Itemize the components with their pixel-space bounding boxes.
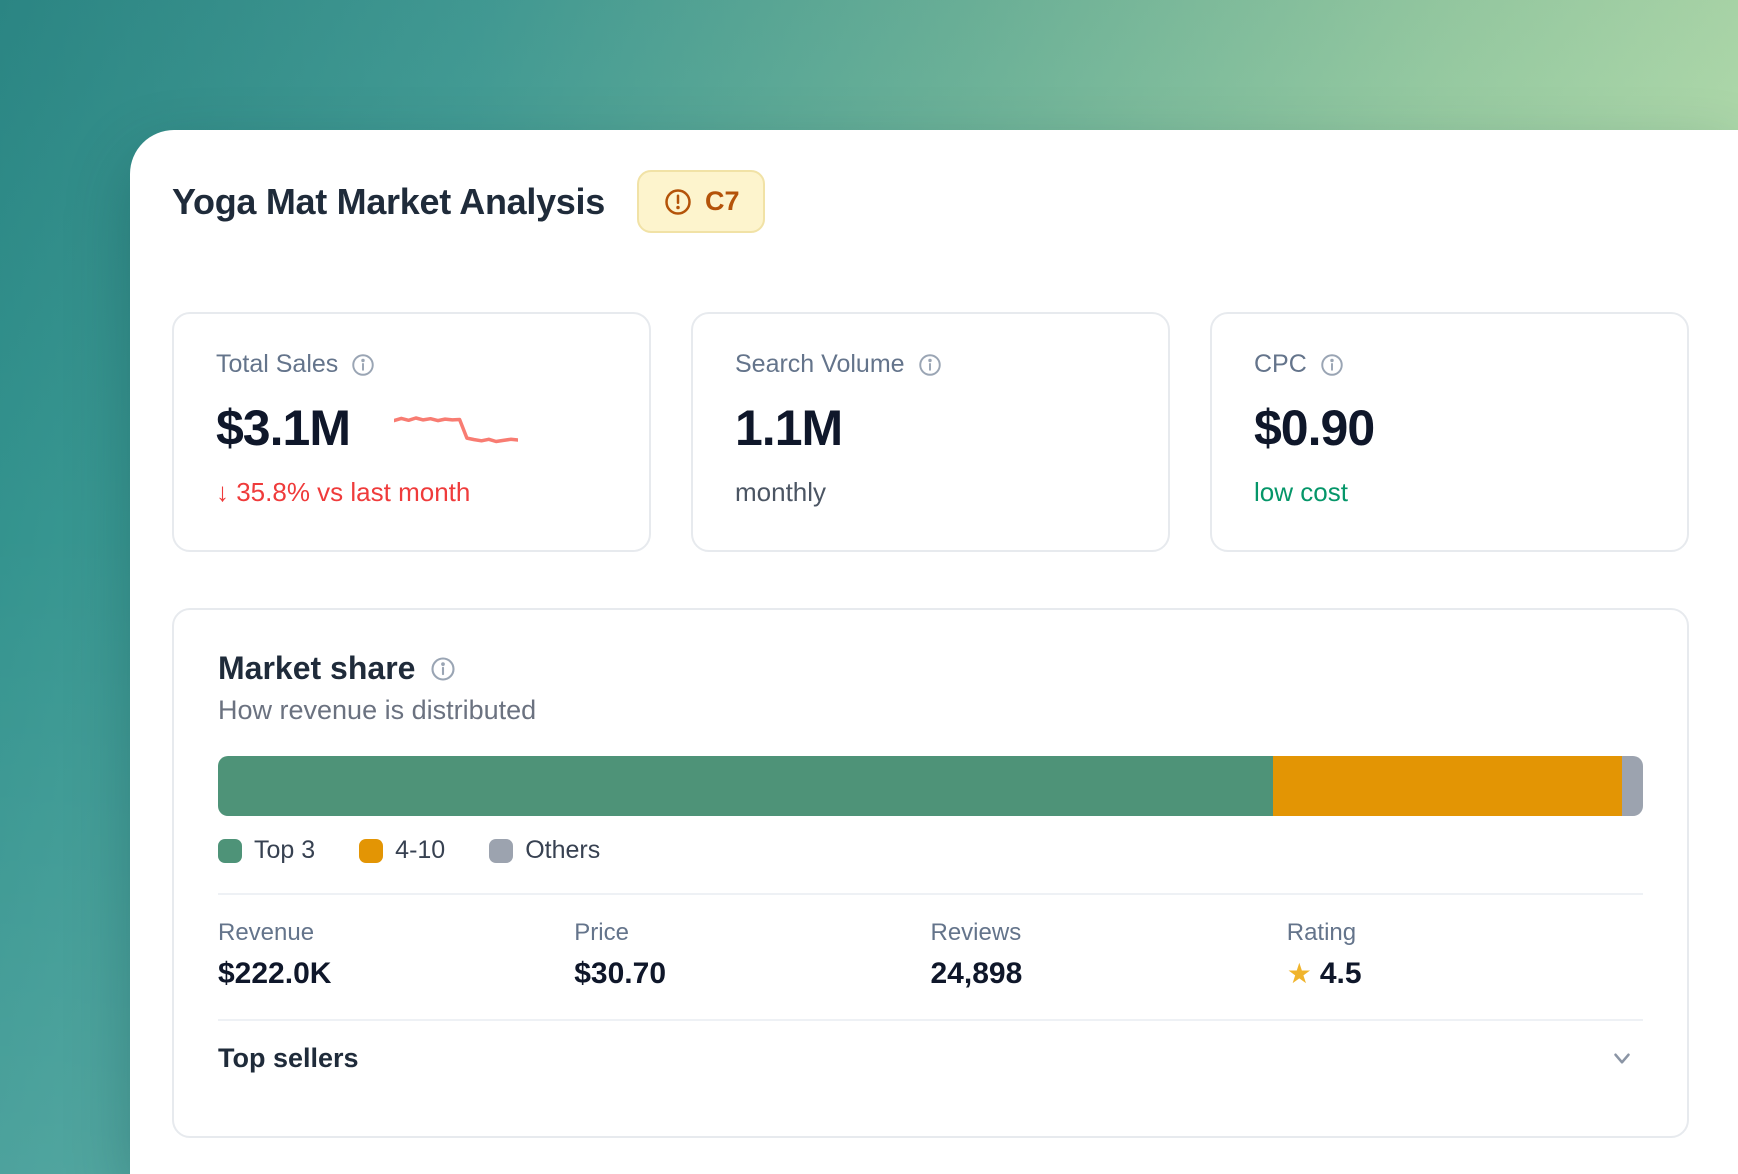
- analysis-panel: Yoga Mat Market Analysis C7 Total Sales: [130, 130, 1738, 1174]
- stat-card-search-volume: Search Volume 1.1M monthly: [691, 312, 1170, 552]
- market-stat-value: $222.0K: [218, 957, 332, 990]
- stat-card-value: $0.90: [1254, 400, 1375, 456]
- market-stat-value: ★ 4.5: [1286, 957, 1362, 990]
- market-stat-reviews: Reviews 24,898: [931, 919, 1287, 991]
- legend-swatch-4-10: [359, 838, 384, 863]
- market-stat-revenue: Revenue $222.0K: [218, 919, 574, 991]
- market-share-title: Market share: [218, 650, 416, 686]
- stat-card-subtext: monthly: [735, 477, 827, 507]
- star-icon: ★: [1286, 958, 1312, 989]
- legend-swatch-top-3: [218, 838, 242, 863]
- sales-sparkline: [393, 416, 518, 444]
- page-title: Yoga Mat Market Analysis: [172, 180, 605, 222]
- divider: [218, 1019, 1643, 1021]
- change-indicator: ↓ 35.8% vs last month: [216, 477, 471, 507]
- grade-badge-label: C7: [704, 186, 740, 216]
- market-share-subtitle: How revenue is distributed: [218, 695, 537, 725]
- info-icon[interactable]: [1319, 352, 1345, 378]
- info-icon[interactable]: [429, 655, 457, 683]
- legend-label: Others: [525, 836, 601, 864]
- market-stat-label: Revenue: [218, 919, 315, 946]
- info-icon[interactable]: [350, 352, 376, 378]
- legend-swatch-others: [489, 838, 514, 863]
- market-stat-label: Price: [574, 919, 629, 946]
- stat-cards-row: Total Sales $3.1M ↓ 35.8% vs last month: [172, 312, 1689, 552]
- market-stat-label: Reviews: [930, 919, 1022, 946]
- stat-card-cpc: CPC $0.90 low cost: [1210, 312, 1689, 552]
- market-stats: Revenue $222.0K Price $30.70 Reviews 24,898 Ra…: [218, 919, 1643, 991]
- bar-segment-4-10: [1272, 756, 1622, 816]
- market-stat-label: Rating: [1286, 919, 1357, 946]
- bar-segment-others: [1621, 756, 1643, 816]
- market-stat-rating: Rating ★ 4.5: [1287, 919, 1643, 991]
- top-sellers-toggle[interactable]: Top sellers: [218, 1021, 1643, 1095]
- stat-card-label: Search Volume: [735, 350, 905, 378]
- info-icon[interactable]: [917, 352, 943, 378]
- divider: [218, 893, 1643, 895]
- legend-item-others: Others: [489, 836, 600, 865]
- top-sellers-label: Top sellers: [218, 1042, 359, 1073]
- stat-card-label: CPC: [1254, 350, 1307, 378]
- stat-card-total-sales: Total Sales $3.1M ↓ 35.8% vs last month: [172, 312, 651, 552]
- alert-circle-icon: [663, 187, 693, 217]
- market-stat-value: 24,898: [930, 957, 1023, 990]
- chevron-down-icon[interactable]: [1607, 1043, 1637, 1073]
- market-share-bar: [218, 756, 1643, 816]
- stat-card-value: 1.1M: [735, 400, 843, 456]
- legend-item-4-10: 4-10: [359, 836, 445, 865]
- market-share-card: Market share How revenue is distributed …: [172, 608, 1689, 1138]
- stat-card-value: $3.1M: [216, 400, 351, 456]
- legend-item-top-3: Top 3: [218, 836, 315, 865]
- market-stat-price: Price $30.70: [574, 919, 930, 991]
- legend-label: 4-10: [395, 836, 446, 864]
- market-stat-value: $30.70: [574, 957, 667, 990]
- market-share-legend: Top 3 4-10 Others: [218, 836, 1643, 865]
- stat-card-label: Total Sales: [216, 350, 339, 378]
- grade-badge[interactable]: C7: [636, 170, 766, 233]
- legend-label: Top 3: [254, 836, 316, 864]
- panel-header: Yoga Mat Market Analysis C7: [172, 168, 1689, 235]
- stat-card-subtext: low cost: [1254, 477, 1348, 507]
- bar-segment-top-3: [218, 756, 1273, 816]
